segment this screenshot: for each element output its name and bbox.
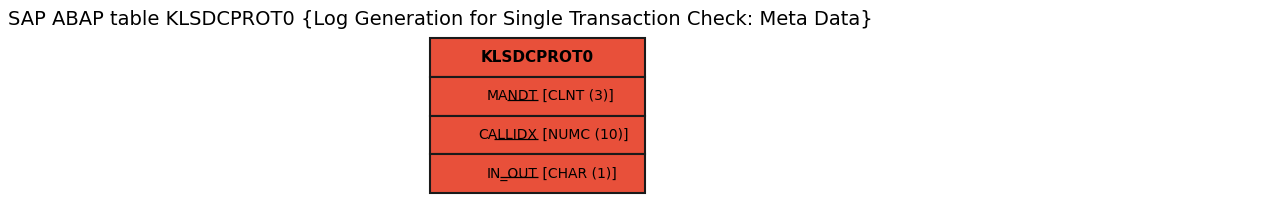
Text: CALLIDX: CALLIDX [479,128,537,142]
Bar [430,154,645,193]
Text: SAP ABAP table KLSDCPROT0 {Log Generation for Single Transaction Check: Meta Dat: SAP ABAP table KLSDCPROT0 {Log Generatio… [8,10,872,29]
Text: [CLNT (3)]: [CLNT (3)] [537,89,613,103]
Text: [NUMC (10)]: [NUMC (10)] [537,128,628,142]
Text: IN_OUT: IN_OUT [487,167,537,181]
Bar [430,115,645,154]
Bar [430,38,645,77]
Bar [430,77,645,115]
Text: MANDT: MANDT [487,89,537,103]
Text: [CHAR (1)]: [CHAR (1)] [537,167,617,181]
Text: KLSDCPROT0: KLSDCPROT0 [480,50,594,65]
